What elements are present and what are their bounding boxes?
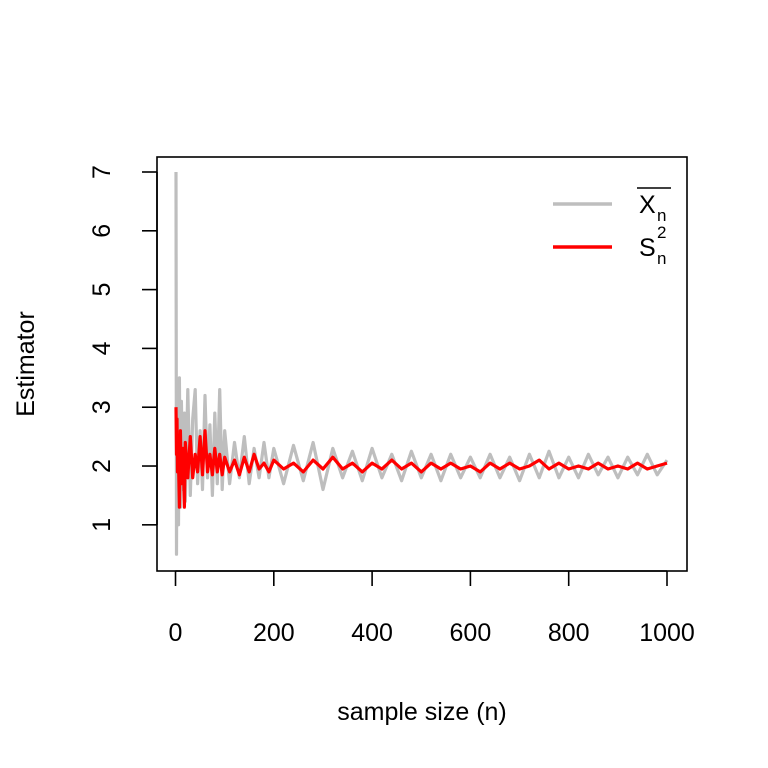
legend-label-variance: S	[639, 234, 656, 262]
x-tick-label: 200	[253, 619, 295, 647]
x-axis: 0 200 400 600 800 1000	[169, 570, 695, 647]
x-tick-label: 400	[351, 619, 393, 647]
y-tick-label: 3	[88, 400, 116, 414]
y-tick-label: 1	[88, 518, 116, 532]
y-axis-title: Estimator	[12, 311, 40, 417]
x-axis-title: sample size (n)	[337, 698, 507, 726]
y-tick-label: 2	[88, 459, 116, 473]
y-tick-label: 5	[88, 283, 116, 297]
y-tick-label: 7	[88, 165, 116, 179]
x-tick-label: 600	[450, 619, 492, 647]
x-tick-label: 1000	[639, 619, 695, 647]
legend-label-mean: X	[639, 191, 656, 219]
legend-subscript-variance: n	[657, 249, 666, 268]
legend-subscript-mean: n	[657, 206, 666, 225]
x-tick-label: 800	[548, 619, 590, 647]
y-axis: 1 2 3 4 5 6 7	[88, 165, 158, 532]
x-tick-label: 0	[169, 619, 183, 647]
y-tick-label: 6	[88, 224, 116, 238]
series-layer	[174, 171, 669, 556]
y-tick-label: 4	[88, 341, 116, 355]
series-line-variance	[174, 407, 668, 509]
legend-superscript-variance: 2	[657, 223, 666, 242]
